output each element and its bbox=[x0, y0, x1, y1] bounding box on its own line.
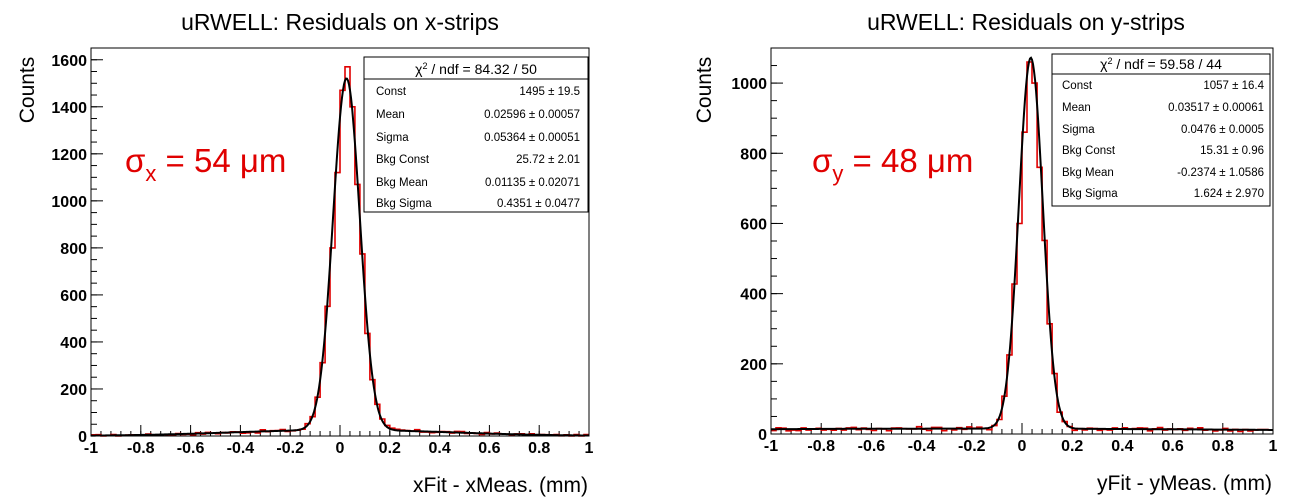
y-tick-label: 1600 bbox=[51, 53, 87, 70]
x-tick-label: 0.2 bbox=[379, 440, 401, 457]
y-stats-header: χ2 / ndf = 59.58 / 44 bbox=[1100, 56, 1222, 72]
x-chart-xlabel: xFit - xMeas. (mm) bbox=[413, 474, 588, 497]
x-chart-ylabel: Counts bbox=[16, 57, 39, 124]
x-stat-label: Sigma bbox=[376, 132, 409, 144]
x-stats-header: χ2 / ndf = 84.32 / 50 bbox=[415, 61, 537, 77]
x-tick-label: 0 bbox=[1018, 438, 1027, 455]
x-chart-frame bbox=[90, 47, 590, 437]
x-tick-label: -1 bbox=[764, 438, 778, 455]
y-tick-label: 400 bbox=[60, 335, 87, 352]
x-stat-value: 1495 ± 19.5 bbox=[519, 86, 580, 98]
x-tick-label: 0.6 bbox=[1161, 438, 1183, 455]
y-tick-label: 200 bbox=[60, 382, 87, 399]
x-stat-value: 0.05364 ± 0.00051 bbox=[484, 132, 580, 144]
x-stat-label: Bkg Sigma bbox=[376, 198, 432, 210]
y-stat-value: 15.31 ± 0.96 bbox=[1200, 145, 1264, 157]
y-chart-xlabel: yFit - yMeas. (mm) bbox=[1097, 472, 1272, 495]
x-stat-value: 0.4351 ± 0.0477 bbox=[497, 198, 580, 210]
x-tick-label: -0.2 bbox=[276, 440, 304, 457]
sigma-subscript: x bbox=[145, 161, 156, 186]
y-tick-label: 200 bbox=[740, 357, 767, 374]
resolution-value: = 48 μm bbox=[843, 142, 973, 179]
x-tick-label: -0.4 bbox=[227, 440, 255, 457]
y-stat-label: Bkg Mean bbox=[1062, 167, 1114, 179]
y-chart-title: uRWELL: Residuals on y-strips bbox=[867, 9, 1185, 35]
x-tick-label: 1 bbox=[585, 440, 594, 457]
x-tick-label: -0.8 bbox=[807, 438, 835, 455]
x-stat-value: 0.02596 ± 0.00057 bbox=[484, 109, 580, 121]
x-tick-label: 0.4 bbox=[428, 440, 450, 457]
y-stat-label: Mean bbox=[1062, 102, 1091, 114]
chi-symbol: χ bbox=[1100, 56, 1108, 72]
x-tick-label: -0.8 bbox=[127, 440, 155, 457]
y-chart-ylabel: Counts bbox=[693, 57, 716, 124]
y-tick-label: 0 bbox=[78, 429, 87, 446]
x-stat-label: Bkg Mean bbox=[376, 177, 428, 189]
y-stat-label: Const bbox=[1062, 80, 1093, 92]
x-tick-label: 1 bbox=[1269, 438, 1278, 455]
y-stats-frame bbox=[1051, 53, 1271, 207]
chi-superscript: 2 bbox=[422, 61, 427, 71]
sigma-subscript: y bbox=[832, 161, 843, 186]
x-stat-value: 25.72 ± 2.01 bbox=[516, 154, 580, 166]
y-tick-label: 1400 bbox=[51, 100, 87, 117]
y-tick-label: 800 bbox=[60, 241, 87, 258]
y-stat-value: 1.624 ± 2.970 bbox=[1194, 188, 1264, 200]
x-tick-label: 0.4 bbox=[1111, 438, 1133, 455]
chi-superscript: 2 bbox=[1107, 56, 1112, 66]
x-tick-label: -0.4 bbox=[908, 438, 936, 455]
y-stats-box: χ2 / ndf = 59.58 / 44 Const 1057 ± 16.4 … bbox=[1051, 53, 1271, 207]
y-tick-label: 0 bbox=[758, 427, 767, 444]
y-stat-label: Bkg Sigma bbox=[1062, 188, 1118, 200]
x-chart-title: uRWELL: Residuals on x-strips bbox=[181, 9, 499, 35]
x-stats-box: χ2 / ndf = 84.32 / 50 Const 1495 ± 19.5 … bbox=[363, 56, 589, 213]
y-stat-value: 0.03517 ± 0.00061 bbox=[1168, 102, 1264, 114]
x-tick-label: 0 bbox=[336, 440, 345, 457]
x-tick-label: 0.6 bbox=[478, 440, 500, 457]
y-fit-curve bbox=[771, 56, 1273, 431]
x-stat-value: 0.01135 ± 0.02071 bbox=[485, 177, 580, 189]
x-tick-label: -0.6 bbox=[858, 438, 886, 455]
resolution-value: = 54 μm bbox=[156, 142, 286, 179]
x-residual-panel: uRWELL: Residuals on x-strips Counts xFi… bbox=[16, 9, 594, 497]
sigma-symbol: σ bbox=[125, 142, 145, 179]
y-residual-panel: uRWELL: Residuals on y-strips Counts yFi… bbox=[693, 9, 1278, 495]
x-chart-plot-area bbox=[91, 66, 589, 437]
x-tick-label: 0.2 bbox=[1061, 438, 1083, 455]
x-resolution-annotation: σx = 54 μm bbox=[125, 142, 286, 186]
y-tick-label: 800 bbox=[740, 146, 767, 163]
y-stat-label: Sigma bbox=[1062, 124, 1095, 136]
sigma-symbol: σ bbox=[812, 142, 832, 179]
y-stat-value: 1057 ± 16.4 bbox=[1203, 80, 1264, 92]
y-chart-ticks: -1 -0.8 -0.6 -0.4 -0.2 0 0.2 0.4 0.6 0.8 1 0 200 400 6… bbox=[731, 47, 1278, 455]
x-stat-label: Const bbox=[376, 86, 407, 98]
y-stat-value: -0.2374 ± 1.0586 bbox=[1177, 167, 1264, 179]
y-tick-label: 1000 bbox=[731, 76, 767, 93]
y-tick-label: 1000 bbox=[51, 194, 87, 211]
y-tick-label: 1200 bbox=[51, 147, 87, 164]
y-tick-label: 600 bbox=[740, 216, 767, 233]
chi-ndf: / ndf = 59.58 / 44 bbox=[1113, 56, 1223, 72]
x-stat-label: Bkg Const bbox=[376, 154, 430, 166]
x-tick-label: -0.6 bbox=[177, 440, 205, 457]
x-tick-label: 0.8 bbox=[528, 440, 550, 457]
y-chart-frame bbox=[770, 47, 1274, 435]
chi-ndf: / ndf = 84.32 / 50 bbox=[428, 61, 538, 77]
x-tick-label: 0.8 bbox=[1212, 438, 1234, 455]
y-tick-label: 400 bbox=[740, 287, 767, 304]
chi-symbol: χ bbox=[415, 61, 423, 77]
y-tick-label: 600 bbox=[60, 288, 87, 305]
y-resolution-annotation: σy = 48 μm bbox=[812, 142, 973, 186]
y-chart-plot-area bbox=[771, 56, 1273, 433]
y-stat-label: Bkg Const bbox=[1062, 145, 1116, 157]
x-stat-label: Mean bbox=[376, 109, 405, 121]
y-stat-value: 0.0476 ± 0.0005 bbox=[1181, 124, 1264, 136]
x-tick-label: -0.2 bbox=[958, 438, 986, 455]
x-fit-curve bbox=[91, 77, 589, 437]
histogram-bin bbox=[345, 67, 350, 436]
x-stats-frame bbox=[363, 56, 589, 213]
x-tick-label: -1 bbox=[84, 440, 98, 457]
